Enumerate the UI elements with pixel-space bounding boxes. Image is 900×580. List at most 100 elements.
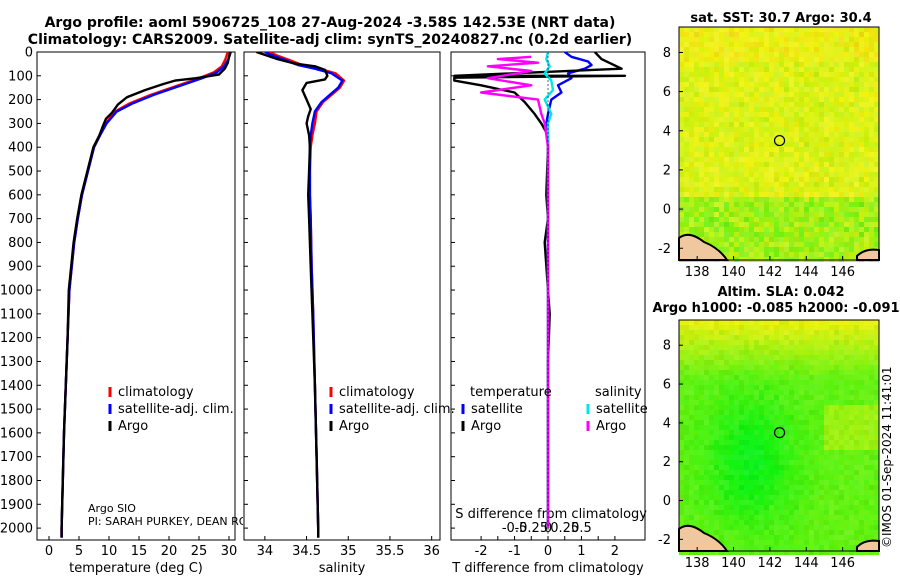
sst_map-cell bbox=[709, 42, 714, 47]
sst_map-cell bbox=[749, 87, 754, 92]
sst_map-cell bbox=[684, 27, 689, 32]
sst_map-cell bbox=[819, 142, 824, 147]
sst_map-cell bbox=[719, 172, 724, 177]
sla_map-cell bbox=[754, 435, 759, 440]
sla_map-cell bbox=[689, 425, 694, 430]
sla_map-cell bbox=[874, 340, 879, 345]
sst_map-cell bbox=[869, 102, 874, 107]
sst_map-cell bbox=[859, 102, 864, 107]
sst_map-cell bbox=[804, 177, 809, 182]
sla_map-cell bbox=[804, 350, 809, 355]
sla_map-cell bbox=[754, 360, 759, 365]
sla_map-cell bbox=[684, 470, 689, 475]
sla_map-cell bbox=[874, 515, 879, 520]
sla_map-cell bbox=[834, 365, 839, 370]
sla_map-cell bbox=[739, 545, 744, 550]
sst_map-cell bbox=[724, 147, 729, 152]
sst_map-cell bbox=[854, 147, 859, 152]
sla_map-cell bbox=[794, 355, 799, 360]
difference-t-legend-label: satellite bbox=[471, 402, 523, 417]
sla_map-cell bbox=[679, 520, 684, 525]
sla_map-cell bbox=[729, 505, 734, 510]
sla_map-cell bbox=[744, 325, 749, 330]
sst_map-cell bbox=[869, 107, 874, 112]
sla_map-cell bbox=[854, 495, 859, 500]
sst_map-cell bbox=[709, 102, 714, 107]
temperature-ytick-label: 1700 bbox=[0, 450, 33, 465]
sst_map-cell bbox=[854, 252, 859, 257]
sst_map-cell bbox=[759, 207, 764, 212]
sst_map-land-west bbox=[678, 233, 729, 261]
sst_map-cell bbox=[789, 27, 794, 32]
sla_map-cell bbox=[809, 330, 814, 335]
sst_map-cell bbox=[799, 42, 804, 47]
sst_map-cell bbox=[809, 242, 814, 247]
sla_map-cell bbox=[774, 330, 779, 335]
sla_map-cell bbox=[869, 375, 874, 380]
sst_map-cell bbox=[854, 122, 859, 127]
sst_map-cell bbox=[739, 232, 744, 237]
sla_map-cell bbox=[794, 380, 799, 385]
sla_map-cell bbox=[849, 420, 854, 425]
sla_map-cell bbox=[829, 480, 834, 485]
sst_map-cell bbox=[874, 222, 879, 227]
sst_map-cell bbox=[844, 42, 849, 47]
salinity-xtick-label: 36 bbox=[423, 544, 440, 559]
sla_map-cell bbox=[724, 470, 729, 475]
sst_map-cell bbox=[784, 212, 789, 217]
sst_map-cell bbox=[689, 142, 694, 147]
sst_map-cell bbox=[764, 242, 769, 247]
sst_map-cell bbox=[784, 207, 789, 212]
sst_map-cell bbox=[724, 152, 729, 157]
sst_map-cell bbox=[754, 127, 759, 132]
sla_map-cell bbox=[849, 545, 854, 550]
sla_map-cell bbox=[804, 425, 809, 430]
sla_map-cell bbox=[869, 520, 874, 525]
sst_map-cell bbox=[804, 207, 809, 212]
sla_map-cell bbox=[779, 365, 784, 370]
sst_map-cell bbox=[769, 202, 774, 207]
sst_map-cell bbox=[704, 222, 709, 227]
sst_map-cell bbox=[729, 107, 734, 112]
sst_map-cell bbox=[679, 202, 684, 207]
sla_map-cell bbox=[804, 540, 809, 545]
sst_map-cell bbox=[679, 142, 684, 147]
sst_map-cell bbox=[809, 122, 814, 127]
sst_map-cell bbox=[849, 102, 854, 107]
sla_map-cell bbox=[859, 380, 864, 385]
sla_map-cell bbox=[789, 475, 794, 480]
sla_map-cell bbox=[804, 465, 809, 470]
sst_map-cell bbox=[864, 142, 869, 147]
sla_map-cell bbox=[679, 500, 684, 505]
sst_map-cell bbox=[694, 202, 699, 207]
sst_map-cell bbox=[794, 172, 799, 177]
sla_map-cell bbox=[784, 485, 789, 490]
sst_map-cell bbox=[814, 202, 819, 207]
sla_map-cell bbox=[709, 460, 714, 465]
sla_map-cell bbox=[769, 505, 774, 510]
sst_map-cell bbox=[749, 47, 754, 52]
sst_map-cell bbox=[739, 222, 744, 227]
temperature-ytick-label: 1300 bbox=[0, 355, 33, 370]
sst_map-cell bbox=[874, 192, 879, 197]
sla_map-cell bbox=[829, 325, 834, 330]
sst_map-cell bbox=[844, 232, 849, 237]
sst_map-cell bbox=[779, 137, 784, 142]
sst_map-cell bbox=[714, 107, 719, 112]
sst_map-cell bbox=[859, 52, 864, 57]
sst_map-cell bbox=[784, 67, 789, 72]
sst_map-cell bbox=[774, 202, 779, 207]
sst_map-cell bbox=[724, 227, 729, 232]
sst_map-cell bbox=[809, 182, 814, 187]
sla_map-cell bbox=[849, 320, 854, 325]
sst_map-cell bbox=[739, 247, 744, 252]
sla_map-cell bbox=[799, 480, 804, 485]
sla_map-cell bbox=[804, 535, 809, 540]
sst_map-cell bbox=[844, 87, 849, 92]
sst_map-cell bbox=[874, 47, 879, 52]
sst_map-cell bbox=[794, 57, 799, 62]
sst_map-cell bbox=[759, 32, 764, 37]
sst_map-cell bbox=[834, 37, 839, 42]
sst_map-cell bbox=[839, 92, 844, 97]
sst_map-cell bbox=[749, 27, 754, 32]
